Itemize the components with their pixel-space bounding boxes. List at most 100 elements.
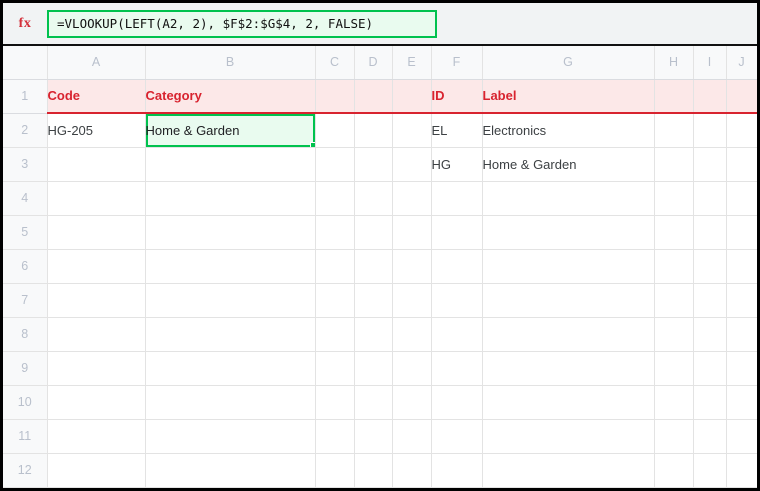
cell-g6[interactable]	[482, 249, 655, 284]
cell-d6[interactable]	[354, 249, 393, 284]
row-header-5[interactable]: 5	[3, 215, 48, 250]
cell-c2[interactable]	[315, 113, 355, 148]
cell-g9[interactable]	[482, 351, 655, 386]
cell-j12[interactable]	[726, 453, 757, 488]
cell-d5[interactable]	[354, 215, 393, 250]
cell-h12[interactable]	[654, 453, 694, 488]
cell-d1[interactable]	[354, 79, 393, 114]
cell-b3[interactable]	[145, 147, 316, 182]
column-header-c[interactable]: C	[315, 46, 355, 80]
cell-f8[interactable]	[431, 317, 483, 352]
cell-c11[interactable]	[315, 419, 355, 454]
cell-c3[interactable]	[315, 147, 355, 182]
cell-j10[interactable]	[726, 385, 757, 420]
cell-i5[interactable]	[693, 215, 727, 250]
cell-b2[interactable]: Home & Garden	[145, 113, 316, 148]
cell-e9[interactable]	[392, 351, 432, 386]
cell-h2[interactable]	[654, 113, 694, 148]
cell-a7[interactable]	[47, 283, 146, 318]
row-header-4[interactable]: 4	[3, 181, 48, 216]
cell-a8[interactable]	[47, 317, 146, 352]
cell-f11[interactable]	[431, 419, 483, 454]
cell-j5[interactable]	[726, 215, 757, 250]
cell-c9[interactable]	[315, 351, 355, 386]
cell-a2[interactable]: HG-205	[47, 113, 146, 148]
cell-d9[interactable]	[354, 351, 393, 386]
cell-j8[interactable]	[726, 317, 757, 352]
cell-c4[interactable]	[315, 181, 355, 216]
cell-g12[interactable]	[482, 453, 655, 488]
column-header-e[interactable]: E	[392, 46, 432, 80]
cell-a11[interactable]	[47, 419, 146, 454]
cell-g1[interactable]: Label	[482, 79, 655, 114]
cell-a9[interactable]	[47, 351, 146, 386]
cell-c12[interactable]	[315, 453, 355, 488]
cell-b7[interactable]	[145, 283, 316, 318]
cell-e7[interactable]	[392, 283, 432, 318]
cell-a5[interactable]	[47, 215, 146, 250]
cell-d8[interactable]	[354, 317, 393, 352]
formula-input[interactable]: =VLOOKUP(LEFT(A2, 2), $F$2:$G$4, 2, FALS…	[47, 9, 437, 38]
row-header-6[interactable]: 6	[3, 249, 48, 284]
cell-d4[interactable]	[354, 181, 393, 216]
cell-g4[interactable]	[482, 181, 655, 216]
cell-b6[interactable]	[145, 249, 316, 284]
cell-i9[interactable]	[693, 351, 727, 386]
cell-h3[interactable]	[654, 147, 694, 182]
cell-f9[interactable]	[431, 351, 483, 386]
cell-b8[interactable]	[145, 317, 316, 352]
cell-h9[interactable]	[654, 351, 694, 386]
cell-h7[interactable]	[654, 283, 694, 318]
cell-d2[interactable]	[354, 113, 393, 148]
column-header-j[interactable]: J	[726, 46, 757, 80]
cell-d11[interactable]	[354, 419, 393, 454]
cell-g11[interactable]	[482, 419, 655, 454]
column-header-h[interactable]: H	[654, 46, 694, 80]
cell-h11[interactable]	[654, 419, 694, 454]
cell-e8[interactable]	[392, 317, 432, 352]
cell-i7[interactable]	[693, 283, 727, 318]
cell-b9[interactable]	[145, 351, 316, 386]
cell-d3[interactable]	[354, 147, 393, 182]
fill-handle[interactable]	[309, 141, 314, 146]
cell-i4[interactable]	[693, 181, 727, 216]
cell-d10[interactable]	[354, 385, 393, 420]
cell-h5[interactable]	[654, 215, 694, 250]
cell-j1[interactable]	[726, 79, 757, 114]
cell-e6[interactable]	[392, 249, 432, 284]
row-header-10[interactable]: 10	[3, 385, 48, 420]
cell-j4[interactable]	[726, 181, 757, 216]
column-header-g[interactable]: G	[482, 46, 655, 80]
cell-c6[interactable]	[315, 249, 355, 284]
cell-g7[interactable]	[482, 283, 655, 318]
cell-e11[interactable]	[392, 419, 432, 454]
column-header-a[interactable]: A	[47, 46, 146, 80]
cell-c1[interactable]	[315, 79, 355, 114]
cell-b10[interactable]	[145, 385, 316, 420]
cell-j11[interactable]	[726, 419, 757, 454]
cell-f6[interactable]	[431, 249, 483, 284]
row-header-9[interactable]: 9	[3, 351, 48, 386]
cell-g2[interactable]: Electronics	[482, 113, 655, 148]
cell-h4[interactable]	[654, 181, 694, 216]
cell-c8[interactable]	[315, 317, 355, 352]
row-header-7[interactable]: 7	[3, 283, 48, 318]
cell-i6[interactable]	[693, 249, 727, 284]
cell-j3[interactable]	[726, 147, 757, 182]
cell-f7[interactable]	[431, 283, 483, 318]
select-all-corner[interactable]	[3, 46, 48, 80]
cell-f1[interactable]: ID	[431, 79, 483, 114]
cell-j6[interactable]	[726, 249, 757, 284]
cell-g8[interactable]	[482, 317, 655, 352]
cell-f4[interactable]	[431, 181, 483, 216]
cell-i11[interactable]	[693, 419, 727, 454]
row-header-3[interactable]: 3	[3, 147, 48, 182]
cell-h10[interactable]	[654, 385, 694, 420]
cell-i10[interactable]	[693, 385, 727, 420]
cell-e2[interactable]	[392, 113, 432, 148]
cell-b4[interactable]	[145, 181, 316, 216]
column-header-b[interactable]: B	[145, 46, 316, 80]
cell-f5[interactable]	[431, 215, 483, 250]
cell-g10[interactable]	[482, 385, 655, 420]
